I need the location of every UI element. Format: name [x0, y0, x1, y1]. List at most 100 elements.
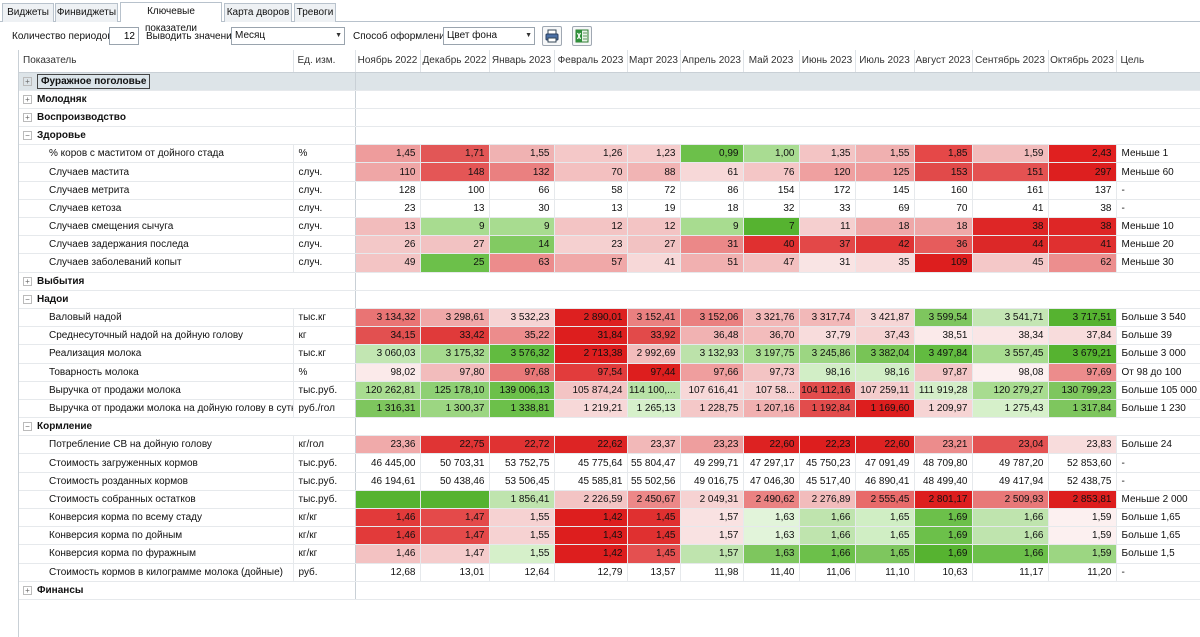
- excel-export-button[interactable]: [572, 26, 592, 46]
- table-row[interactable]: Случаев метрита случ. 128 100 66 58 72 86 154 172…: [19, 181, 1200, 200]
- table-row[interactable]: Выручка от продажи молока тыс.руб. 120 262…: [19, 381, 1200, 400]
- column-header-indicator[interactable]: Показатель: [19, 50, 294, 73]
- value-cell: 1 275,43: [972, 399, 1049, 419]
- expand-icon[interactable]: +: [23, 585, 32, 595]
- toolbar: Количество периодов: Выводить значения: …: [0, 22, 1200, 48]
- table-row[interactable]: Потребление СВ на дойную голову кг/гол 23,…: [19, 435, 1200, 455]
- section-row[interactable]: + Выбытия: [19, 272, 1200, 291]
- value-cell: 3 317,74: [799, 308, 856, 328]
- table-row[interactable]: Среднесуточный надой на дойную голову кг 3…: [19, 326, 1200, 346]
- value-cell: 33,92: [627, 326, 681, 346]
- table-row[interactable]: Товарность молока% 98,02 97,80 97,68 97,54 97…: [19, 363, 1200, 382]
- section-row[interactable]: + Фуражное поголовье: [19, 72, 1200, 91]
- section-title: Молодняк: [37, 93, 87, 105]
- value-cell: 38,51: [914, 326, 973, 346]
- tab-3[interactable]: Карта дворов: [224, 3, 292, 22]
- column-header-month[interactable]: Сентябрь 2023: [972, 50, 1049, 73]
- section-row[interactable]: + Молодняк: [19, 90, 1200, 109]
- value-cell: 22,72: [489, 435, 555, 455]
- expand-icon[interactable]: +: [23, 76, 32, 86]
- table-row[interactable]: Реализация молока тыс.кг 3 060,03 3 175,32 3…: [19, 344, 1200, 364]
- indicator-name: Выручка от продажи молока на дойную голо…: [19, 399, 294, 419]
- section-title: Надои: [37, 293, 69, 305]
- print-button[interactable]: [542, 26, 562, 46]
- section-row[interactable]: + Финансы: [19, 581, 1200, 600]
- indicator-name: Случаев смещения сычуга: [19, 217, 294, 237]
- column-header-month[interactable]: Август 2023: [914, 50, 973, 73]
- collapse-icon[interactable]: −: [23, 422, 32, 432]
- column-header-month[interactable]: Октябрь 2023: [1048, 50, 1117, 73]
- value-cell: 49 417,94: [972, 472, 1049, 491]
- show-values-select[interactable]: Месяц ▼: [231, 27, 345, 45]
- column-header-goal[interactable]: Цель: [1116, 50, 1200, 73]
- value-cell: 120 262,81: [355, 381, 421, 400]
- indicator-name: Потребление СВ на дойную голову: [19, 435, 294, 455]
- column-header-month[interactable]: Июнь 2023: [799, 50, 856, 73]
- column-header-month[interactable]: Декабрь 2022: [420, 50, 490, 73]
- value-cell: 1,47: [420, 526, 490, 546]
- excel-export-icon: [575, 29, 589, 43]
- column-header-unit[interactable]: Ед. изм.: [293, 50, 356, 73]
- value-cell: 11: [799, 217, 856, 237]
- section-row[interactable]: − Кормление: [19, 417, 1200, 437]
- table-row[interactable]: Выручка от продажи молока на дойную голо…: [19, 399, 1200, 419]
- table-row[interactable]: Стоимость собранных остатков тыс.руб. 1 85…: [19, 490, 1200, 510]
- table-row[interactable]: Случаев заболеваний копыт случ. 49 25 63 57 41…: [19, 253, 1200, 273]
- column-header-month[interactable]: Февраль 2023: [554, 50, 628, 73]
- table-row[interactable]: Случаев мастита случ. 110 148 132 70 88 61 76 120…: [19, 162, 1200, 182]
- section-row[interactable]: − Здоровье: [19, 126, 1200, 146]
- column-header-month[interactable]: Март 2023: [627, 50, 681, 73]
- value-cell: 1,66: [799, 526, 856, 546]
- column-header-month[interactable]: Июль 2023: [855, 50, 915, 73]
- tab-1[interactable]: Финвиджеты: [55, 3, 118, 22]
- value-cell: 11,17: [972, 563, 1049, 582]
- value-cell: 137: [1048, 181, 1117, 200]
- value-cell: 23,21: [914, 435, 973, 455]
- expand-icon[interactable]: +: [23, 276, 32, 286]
- goal-cell: От 98 до 100: [1116, 363, 1200, 382]
- collapse-icon[interactable]: −: [23, 294, 32, 304]
- value-cell: 154: [743, 181, 800, 200]
- value-cell: 1,65: [855, 508, 915, 528]
- periods-input[interactable]: [109, 27, 139, 45]
- table-row[interactable]: Конверсия корма по фуражным кг/кг 1,46 1,47…: [19, 544, 1200, 564]
- value-cell: 97,66: [680, 363, 744, 382]
- section-row[interactable]: + Воспроизводство: [19, 108, 1200, 128]
- table-row[interactable]: % коров с маститом от дойного стада% 1,45…: [19, 144, 1200, 164]
- unit-cell: случ.: [293, 217, 356, 237]
- table-row[interactable]: Стоимость кормов в килограмме молока (до…: [19, 563, 1200, 582]
- value-cell: 3 298,61: [420, 308, 490, 328]
- table-row[interactable]: Конверсия корма по всему стаду кг/кг 1,46 1…: [19, 508, 1200, 528]
- value-cell: [355, 490, 421, 510]
- value-cell: 1,45: [627, 526, 681, 546]
- show-values-label: Выводить значения:: [146, 31, 240, 42]
- value-cell: 36,70: [743, 326, 800, 346]
- expand-icon[interactable]: +: [23, 112, 32, 122]
- printer-icon: [545, 29, 559, 43]
- section-title: Выбытия: [37, 275, 85, 287]
- column-header-month[interactable]: Январь 2023: [489, 50, 555, 73]
- column-header-month[interactable]: Май 2023: [743, 50, 800, 73]
- table-row[interactable]: Стоимость загруженных кормов тыс.руб. 46 4…: [19, 453, 1200, 473]
- value-cell: 1,85: [914, 144, 973, 164]
- value-cell: 3 152,06: [680, 308, 744, 328]
- tab-4[interactable]: Тревоги: [294, 3, 336, 22]
- table-row[interactable]: Случаев кетоза случ. 23 13 30 13 19 18 32 33 69 70 4…: [19, 199, 1200, 219]
- column-header-month[interactable]: Ноябрь 2022: [355, 50, 421, 73]
- section-row[interactable]: − Надои: [19, 290, 1200, 309]
- value-cell: 11,06: [799, 563, 856, 582]
- collapse-icon[interactable]: −: [23, 131, 32, 141]
- style-select[interactable]: Цвет фона ▼: [443, 27, 535, 45]
- table-row[interactable]: Конверсия корма по дойным кг/кг 1,46 1,47 1,…: [19, 526, 1200, 546]
- column-header-month[interactable]: Апрель 2023: [680, 50, 744, 73]
- unit-cell: кг/кг: [293, 544, 356, 564]
- tab-0[interactable]: Виджеты: [2, 3, 54, 22]
- expand-icon[interactable]: +: [23, 94, 32, 104]
- value-cell: 100: [420, 181, 490, 200]
- table-row[interactable]: Валовый надой тыс.кг 3 134,32 3 298,61 3 532…: [19, 308, 1200, 328]
- table-row[interactable]: Случаев смещения сычуга случ. 13 9 9 12 12 9 7 11…: [19, 217, 1200, 237]
- table-row[interactable]: Случаев задержания последа случ. 26 27 14 23 2…: [19, 235, 1200, 255]
- tab-2[interactable]: Ключевые показатели: [120, 2, 222, 34]
- value-cell: 1,65: [855, 526, 915, 546]
- table-row[interactable]: Стоимость розданных кормов тыс.руб. 46 194…: [19, 472, 1200, 491]
